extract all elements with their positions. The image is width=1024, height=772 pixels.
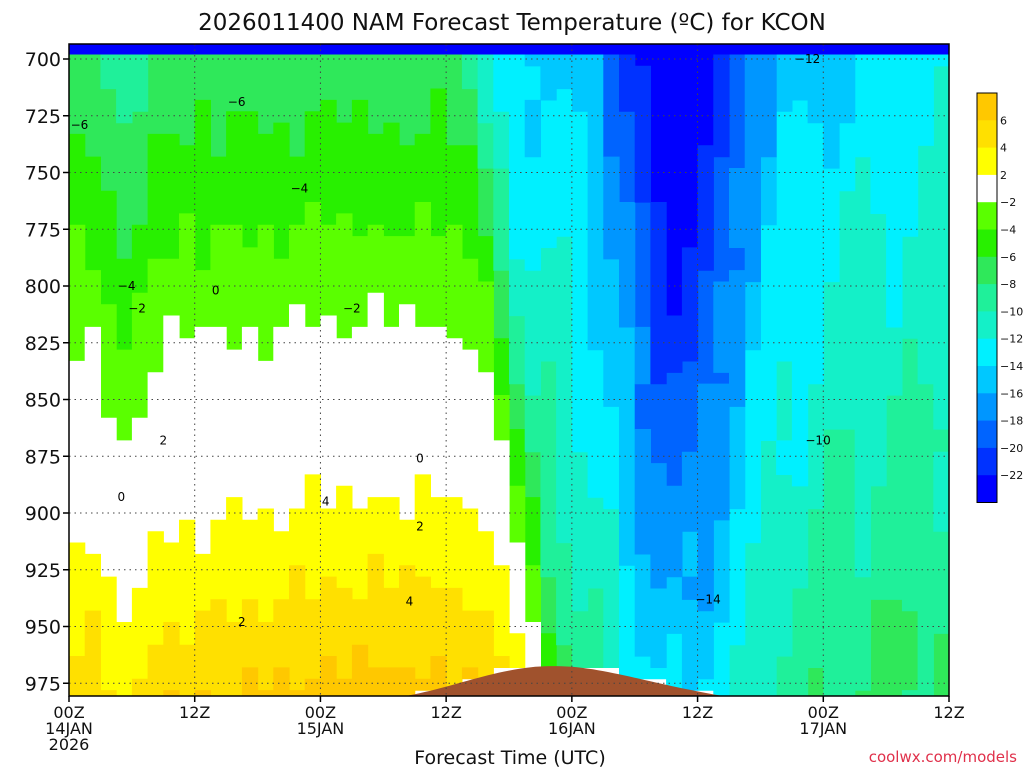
x-tick-label: 00Z [556, 703, 587, 722]
grid-lines [69, 44, 949, 696]
temperature-band [69, 88, 557, 668]
temperature-band [603, 54, 746, 487]
temperature-band [69, 202, 541, 623]
x-tick-label: 12Z [179, 703, 210, 722]
y-tick-label: 750 [25, 163, 61, 185]
temperature-band [603, 54, 777, 612]
contour-label: −4 [118, 279, 136, 293]
temperature-field [69, 44, 949, 696]
terrain-ground [406, 666, 723, 696]
contour-labels: −6 −6 −4 −4 −2 0 −2 2 0 0 4 2 2 4 −14 −12 −10 [71, 52, 831, 629]
contour-label: −6 [71, 118, 89, 132]
contour-label: −10 [805, 433, 830, 447]
contour-label: −4 [291, 181, 309, 195]
contour-label: −2 [343, 302, 361, 316]
x-tick-label: 00Z [53, 703, 84, 722]
temperature-band [524, 54, 856, 691]
x-tick-label: 12Z [682, 703, 713, 722]
colorbar-swatch [977, 447, 997, 476]
contour-label: −12 [795, 52, 820, 66]
contour-label: −14 [695, 592, 720, 606]
colorbar-label: −14 [1000, 360, 1023, 373]
y-tick-label: 825 [25, 333, 61, 355]
x-tick-label: 2026 [49, 735, 90, 754]
colorbar-swatch [977, 147, 997, 176]
y-tick-label: 875 [25, 446, 61, 468]
colorbar-swatch [977, 311, 997, 340]
colorbar-swatch [977, 93, 997, 121]
colorbar-swatch [977, 338, 997, 367]
colorbar-label: −10 [1000, 305, 1023, 318]
x-tick-label: 17JAN [799, 719, 847, 738]
x-tick-label: 12Z [933, 703, 964, 722]
colorbar-swatch [977, 174, 997, 203]
colorbar-swatch [977, 366, 997, 394]
y-tick-label: 725 [25, 106, 61, 128]
colorbar-swatch [977, 256, 997, 285]
colorbar-label: −22 [1000, 469, 1023, 482]
temperature-band [619, 54, 730, 385]
colorbar-swatch [977, 475, 997, 503]
colorbar-label: −16 [1000, 387, 1023, 400]
y-tick-label: 925 [25, 560, 61, 582]
y-tick-label: 950 [25, 617, 61, 639]
y-tick-label: 850 [25, 390, 61, 412]
y-tick-label: 975 [25, 673, 61, 695]
contour-label: 4 [406, 595, 414, 609]
contour-label: −2 [128, 302, 146, 316]
x-tick-label: 15JAN [297, 719, 345, 738]
y-tick-label: 900 [25, 503, 61, 525]
x-tick-label: 16JAN [548, 719, 596, 738]
temperature-band [69, 553, 510, 696]
colorbar-label: −4 [1000, 224, 1016, 237]
plot-frame [68, 43, 950, 697]
colorbar-label: −2 [1000, 196, 1016, 209]
colorbar-swatch [977, 120, 997, 149]
contour-label: −6 [228, 95, 246, 109]
credit-link[interactable]: coolwx.com/models [869, 748, 1017, 766]
x-tick-label: 00Z [305, 703, 336, 722]
colorbar-label: −12 [1000, 333, 1023, 346]
x-tick-label: 12Z [430, 703, 461, 722]
colorbar-label: −6 [1000, 251, 1016, 264]
colorbar-label: −18 [1000, 415, 1023, 428]
y-tick-label: 775 [25, 219, 61, 241]
colorbar-label: 4 [1000, 142, 1007, 155]
contour-label: 0 [416, 452, 424, 466]
contour-label: 0 [118, 490, 126, 504]
contour-label: 2 [238, 615, 246, 629]
temperature-band [69, 54, 949, 696]
colorbar-swatch [977, 420, 997, 449]
contour-label: 4 [322, 495, 330, 509]
temperature-band [69, 474, 526, 696]
chart-title: 2026011400 NAM Forecast Temperature (ºC)… [198, 10, 826, 36]
colorbar-swatch [977, 202, 997, 230]
colorbar-label: 6 [1000, 114, 1007, 127]
temperature-band [477, 54, 949, 696]
colorbar-swatch [977, 393, 997, 422]
contour-label: 0 [212, 284, 220, 298]
colorbar-swatch [977, 284, 997, 312]
colorbar-label: −8 [1000, 278, 1016, 291]
x-axis-label: Forecast Time (UTC) [414, 747, 605, 768]
contour-label: 2 [416, 520, 424, 534]
x-tick-label: 14JAN [45, 719, 93, 738]
y-tick-label: 700 [25, 49, 61, 71]
colorbar: 6 4 2 −2 −4 −6 −8 −10 −12 −14 −16 −18 −20 −22 [976, 92, 1023, 503]
colorbar-label: 2 [1000, 169, 1007, 182]
temperature-band [493, 54, 949, 696]
colorbar-label: −20 [1000, 442, 1023, 455]
x-tick-label: 00Z [808, 703, 839, 722]
contour-label: 2 [159, 433, 167, 447]
colorbar-frame [976, 92, 998, 503]
y-tick-label: 800 [25, 276, 61, 298]
y-axis: 700 725 750 775 800 825 850 875 900 925 950 975 [25, 49, 69, 695]
colorbar-swatch [977, 229, 997, 258]
